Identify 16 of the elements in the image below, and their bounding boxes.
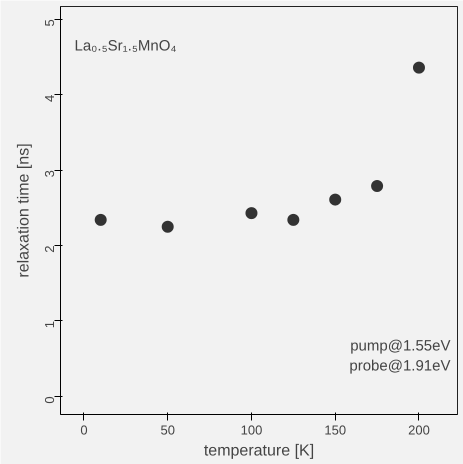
y-tick-label: 1 <box>42 320 57 328</box>
annotation: pump@1.55eV <box>350 338 451 354</box>
x-tick-label: 150 <box>324 422 346 438</box>
annotation: La₀.₅Sr₁.₅MnO₄ <box>74 38 177 54</box>
x-axis-title: temperature [K] <box>204 442 314 460</box>
y-tick-label: 3 <box>42 170 57 178</box>
x-tick-label: 100 <box>240 422 262 438</box>
x-tick-label: 50 <box>160 422 175 438</box>
annotation: probe@1.91eV <box>349 358 451 374</box>
y-tick-label: 2 <box>42 246 57 253</box>
y-tick-label: 0 <box>42 396 57 404</box>
y-axis-title: relaxation time [ns] <box>16 143 32 278</box>
x-tick-label: 0 <box>80 422 88 438</box>
y-tick-label: 5 <box>42 19 57 27</box>
y-tick-label: 4 <box>42 94 57 102</box>
x-tick-label: 200 <box>408 422 430 438</box>
